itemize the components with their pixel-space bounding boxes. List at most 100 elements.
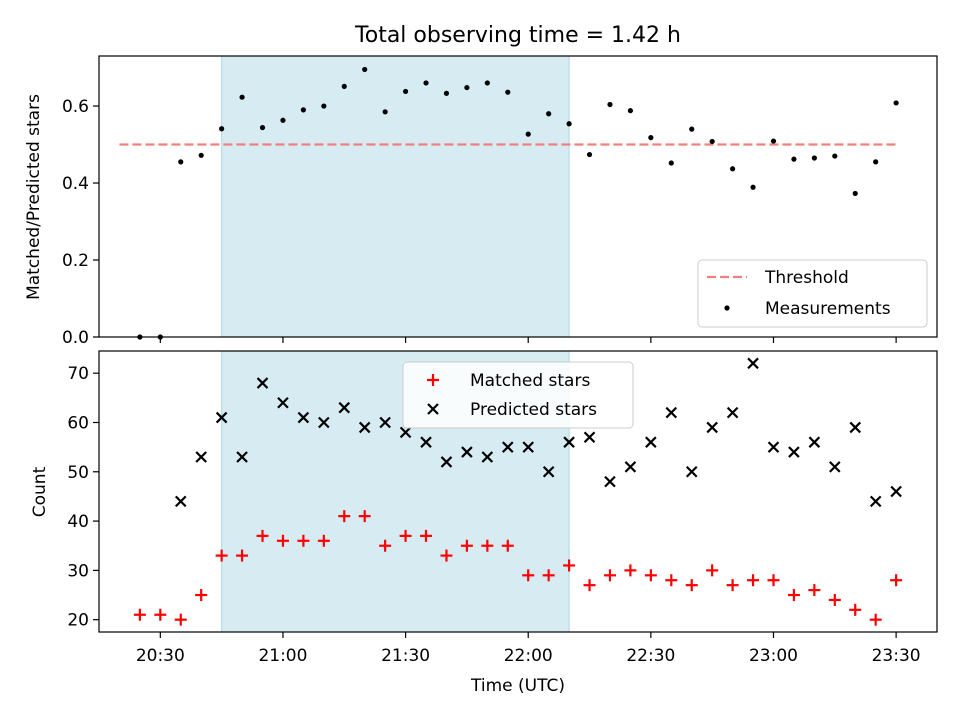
measurement-point — [382, 109, 388, 115]
matched-star-point — [195, 589, 208, 602]
matched-star-point — [706, 564, 719, 577]
predicted-star-point — [236, 451, 248, 463]
top-y-tick-label: 0.2 — [62, 251, 89, 271]
predicted-star-point — [420, 436, 432, 448]
legend-predicted-label: Predicted stars — [470, 400, 597, 420]
measurement-point — [730, 166, 736, 172]
predicted-star-stroke-b — [399, 426, 412, 439]
matched-star-point — [236, 549, 249, 562]
predicted-star-point — [440, 456, 453, 468]
measurement-point — [709, 138, 715, 145]
predicted-star-point — [522, 441, 534, 453]
measurement-point — [300, 107, 306, 113]
measurement-point — [668, 160, 674, 166]
measurement-point — [259, 124, 266, 131]
predicted-star-stroke-b — [542, 466, 555, 478]
matched-star-point — [767, 574, 780, 587]
top-y-axis-label: Matched/Predicted stars — [24, 94, 44, 300]
bottom-x-tick-label: 20:30 — [136, 646, 185, 666]
predicted-star-point — [747, 357, 759, 370]
predicted-star-stroke-b — [563, 436, 575, 448]
predicted-star-stroke-b — [502, 441, 514, 453]
legend-threshold-label: Threshold — [764, 268, 849, 288]
predicted-star-stroke-b — [338, 401, 351, 414]
predicted-star-point — [277, 396, 289, 409]
predicted-star-point — [358, 421, 371, 434]
measurement-point — [484, 80, 490, 86]
bottom-series-marks — [133, 357, 903, 626]
measurement-point — [689, 126, 695, 132]
matched-star-point — [603, 569, 616, 582]
top-y-tick-label: 0.0 — [62, 328, 89, 348]
predicted-star-stroke-b — [583, 431, 596, 444]
top-y-tick-label: 0.6 — [62, 97, 89, 117]
matched-star-point — [644, 569, 657, 582]
bottom-y-tick-label: 60 — [67, 413, 89, 433]
measurement-point — [852, 190, 858, 197]
predicted-star-stroke-b — [256, 377, 269, 389]
measurement-point — [423, 80, 429, 86]
measurement-point — [464, 84, 470, 91]
top-chart-title: Total observing time = 1.42 h — [354, 23, 681, 48]
top-panel: Total observing time = 1.42 h 0.00.20.40… — [24, 23, 938, 348]
bottom-x-ticks: 20:30 21:00 21:30 22:00 22:30 23:00 23:30 — [136, 632, 921, 666]
predicted-star-point — [808, 436, 821, 448]
measurement-point — [443, 90, 450, 96]
matched-star-point — [522, 569, 535, 582]
bottom-x-tick-label: 21:30 — [381, 646, 430, 666]
matched-star-point — [338, 510, 351, 523]
measurement-point — [832, 153, 838, 159]
matched-star-point — [890, 574, 903, 587]
bottom-x-tick-label: 22:30 — [626, 646, 675, 666]
matched-star-point — [624, 564, 637, 577]
predicted-star-point — [665, 406, 678, 419]
matched-star-point — [399, 529, 412, 542]
predicted-star-stroke-b — [277, 396, 289, 409]
measurement-point — [750, 184, 756, 190]
measurement-point — [505, 89, 511, 95]
predicted-star-stroke-b — [461, 446, 473, 458]
matched-star-point — [849, 603, 862, 616]
measurement-point — [341, 83, 347, 90]
predicted-star-point — [829, 461, 841, 473]
top-shaded-region — [221, 55, 570, 338]
matched-star-point — [481, 539, 494, 552]
measurement-point — [280, 117, 286, 123]
matched-star-point — [665, 574, 678, 587]
predicted-star-stroke-b — [706, 421, 718, 434]
predicted-star-stroke-b — [890, 485, 902, 498]
matched-star-point — [460, 539, 473, 552]
matched-star-point — [215, 549, 228, 562]
legend-measurements-swatch — [724, 305, 730, 311]
predicted-star-stroke-b — [685, 466, 698, 478]
measurement-point — [893, 100, 899, 106]
top-legend: Threshold Measurements — [697, 259, 928, 328]
measurement-point — [321, 103, 327, 109]
bottom-y-tick-label: 70 — [67, 364, 89, 384]
top-x-ticks — [159, 337, 897, 343]
predicted-star-stroke-b — [829, 461, 841, 473]
top-plot-frame — [98, 55, 938, 338]
matched-star-point — [808, 584, 821, 597]
bottom-plot-frame — [98, 350, 938, 633]
legend-predicted-swatch — [427, 403, 439, 415]
measurement-point — [362, 66, 368, 73]
matched-star-point — [828, 593, 841, 606]
bottom-x-tick-label: 23:00 — [749, 646, 798, 666]
predicted-star-point — [890, 485, 902, 498]
measurement-point — [546, 111, 552, 117]
matched-star-point — [297, 534, 310, 547]
measurement-point — [648, 135, 654, 141]
predicted-star-point — [849, 421, 862, 434]
measurement-point — [586, 151, 593, 158]
predicted-star-stroke-b — [645, 436, 657, 448]
predicted-star-stroke-b — [747, 357, 759, 370]
bottom-x-tick-label: 23:30 — [872, 646, 921, 666]
predicted-star-point — [195, 451, 207, 463]
predicted-star-point — [461, 446, 473, 458]
top-series-marks — [137, 66, 899, 340]
matched-star-point — [747, 574, 760, 587]
matched-star-point — [276, 534, 289, 547]
bottom-y-tick-label: 40 — [67, 512, 89, 532]
